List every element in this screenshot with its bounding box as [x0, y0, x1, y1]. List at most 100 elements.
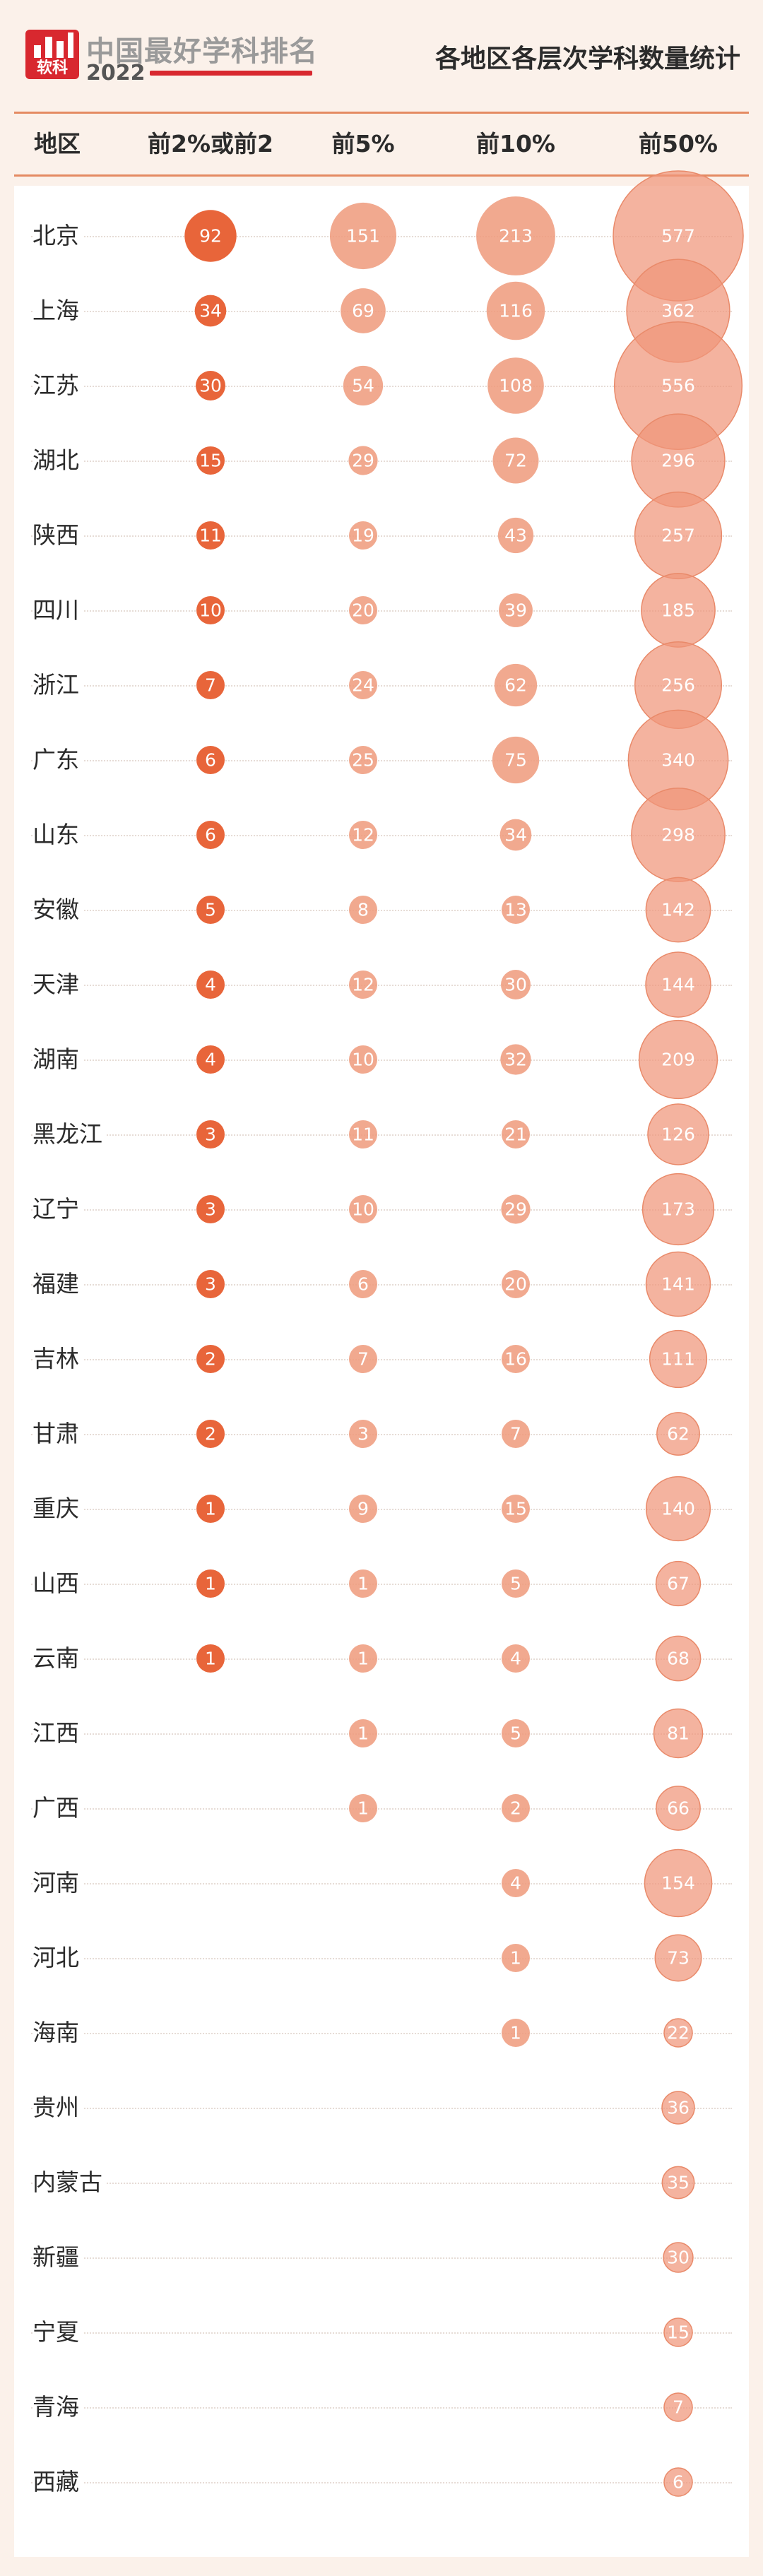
bubble-top50	[638, 1019, 718, 1100]
bubble-value-top50: 36	[667, 2098, 690, 2118]
table-row: 重庆	[14, 1471, 749, 1546]
bubble-value-top5: 1	[357, 1798, 369, 1819]
row-divider	[31, 2407, 732, 2409]
bubble-value-top10: 4	[510, 1873, 521, 1894]
row-divider	[31, 535, 732, 537]
table-row: 四川	[14, 573, 749, 648]
row-divider	[31, 985, 732, 986]
bubble-top2	[196, 746, 225, 774]
bubble-value-top50: 15	[667, 2322, 690, 2343]
bubble-top10	[487, 357, 544, 414]
bubble-top10	[502, 1644, 530, 1673]
logo-year: 2022	[86, 61, 146, 85]
region-name: 湖南	[32, 1022, 83, 1097]
bubble-value-top2: 92	[199, 226, 222, 247]
bubble-value-top50: 30	[667, 2248, 690, 2268]
row-divider	[31, 1658, 732, 1660]
region-name: 海南	[32, 1995, 83, 2070]
bubble-top5	[349, 1495, 377, 1523]
bubble-value-top10: 32	[504, 1050, 527, 1070]
bubble-value-top10: 72	[504, 451, 527, 471]
table-row: 浙江	[14, 648, 749, 723]
row-divider	[31, 1434, 732, 1435]
bubble-value-top5: 19	[352, 526, 374, 546]
bubble-value-top10: 21	[504, 1124, 527, 1145]
bubble-top10	[502, 1270, 530, 1298]
table-row: 新疆	[14, 2220, 749, 2295]
bubble-value-top5: 12	[352, 825, 374, 845]
bubble-top5	[341, 288, 386, 333]
bubble-top10	[502, 1495, 530, 1523]
bubble-value-top50: 257	[661, 526, 695, 546]
bubble-top2	[196, 446, 225, 475]
bubble-value-top50: 141	[661, 1274, 695, 1295]
bubble-top50	[645, 877, 711, 943]
logo-underline	[150, 71, 312, 76]
bubble-top10	[502, 2019, 530, 2047]
bubble-top2	[196, 896, 225, 924]
table-row: 河南	[14, 1846, 749, 1921]
table-row: 广西	[14, 1771, 749, 1846]
table-row: 湖南	[14, 1022, 749, 1097]
bubble-top50	[647, 1103, 709, 1165]
region-name: 河北	[32, 1921, 83, 1995]
row-divider	[31, 1584, 732, 1585]
table-row: 吉林	[14, 1322, 749, 1396]
region-name: 北京	[32, 198, 83, 273]
bubble-top10	[486, 281, 545, 340]
bubble-value-top5: 10	[352, 1199, 374, 1220]
column-header-top10: 前10%	[476, 130, 555, 158]
bubble-top5	[348, 446, 378, 475]
page-title: 各地区各层次学科数量统计	[434, 44, 740, 73]
bubble-value-top10: 29	[504, 1199, 527, 1220]
row-divider	[31, 1808, 732, 1810]
bubble-value-top50: 35	[667, 2173, 690, 2193]
logo-icon: 软科	[25, 30, 79, 79]
row-divider	[31, 760, 732, 761]
bubble-value-top10: 5	[510, 1723, 521, 1744]
bubble-top10	[499, 593, 533, 627]
bubble-value-top50: 22	[667, 2023, 690, 2043]
bubble-value-top50: 142	[661, 900, 695, 920]
bubble-value-top2: 3	[205, 1199, 216, 1220]
region-name: 甘肃	[32, 1396, 83, 1471]
bubble-top2	[196, 1495, 225, 1523]
row-divider	[31, 2033, 732, 2034]
bubble-value-top10: 1	[510, 2023, 521, 2043]
bubble-top10	[476, 196, 555, 275]
bubble-top5	[349, 671, 377, 699]
region-name: 重庆	[32, 1471, 83, 1546]
bubble-value-top5: 6	[357, 1274, 369, 1295]
bubble-top5	[343, 365, 384, 406]
row-divider	[31, 1209, 732, 1211]
region-name: 辽宁	[32, 1172, 83, 1247]
region-name: 江西	[32, 1696, 83, 1771]
bubble-top10	[494, 663, 538, 707]
bubble-top5	[349, 821, 377, 849]
bubble-top2	[196, 521, 225, 550]
bubble-top50	[656, 1786, 701, 1831]
table-row: 河北	[14, 1921, 749, 1995]
bubble-value-top5: 3	[357, 1424, 369, 1444]
table-row: 福建	[14, 1247, 749, 1322]
bubble-value-top2: 4	[205, 975, 216, 995]
bubble-value-top2: 1	[205, 1499, 216, 1519]
bubble-value-top50: 62	[667, 1424, 690, 1444]
table-row: 青海	[14, 2370, 749, 2445]
table-row: 安徽	[14, 872, 749, 947]
bubble-value-top5: 54	[352, 376, 374, 396]
row-divider	[31, 835, 732, 836]
row-divider	[31, 1958, 732, 1959]
region-name: 湖北	[32, 423, 83, 498]
bubble-value-top50: 7	[673, 2397, 684, 2418]
bubble-top50	[663, 2018, 693, 2048]
bubble-value-top50: 140	[661, 1499, 695, 1519]
bubble-top10	[500, 1044, 531, 1075]
bubble-top2	[194, 295, 227, 327]
bubble-value-top10: 1	[510, 1948, 521, 1969]
table-row: 山西	[14, 1546, 749, 1621]
bubble-top50	[663, 2317, 693, 2347]
bubble-value-top5: 7	[357, 1349, 369, 1370]
bubble-value-top10: 39	[504, 600, 527, 621]
bubble-value-top50: 173	[661, 1199, 695, 1220]
